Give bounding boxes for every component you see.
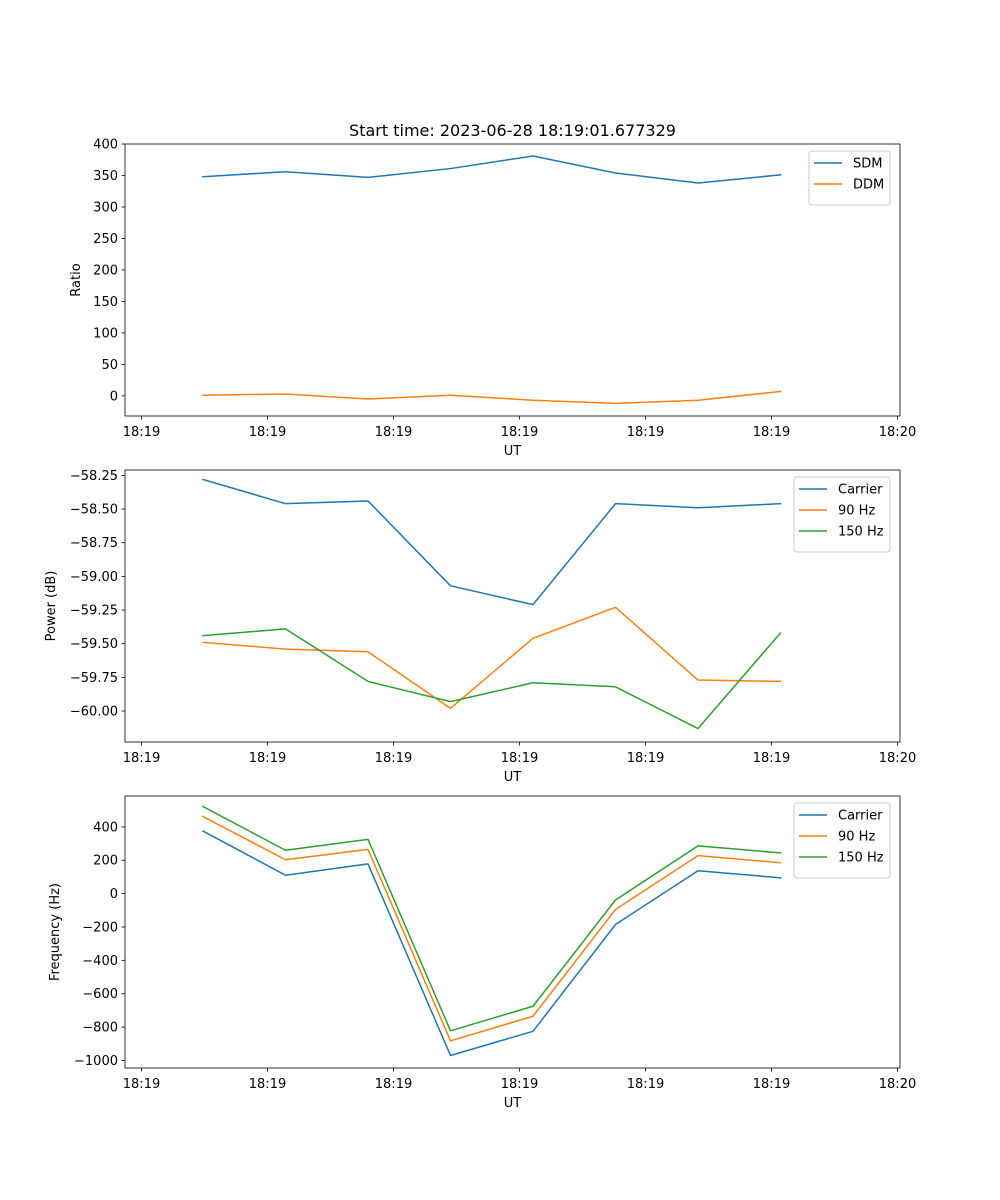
x-tick-label: 18:19: [627, 751, 664, 766]
legend-label: 150 Hz: [838, 525, 884, 540]
series-line: [202, 606, 782, 710]
legend-label: 150 Hz: [838, 851, 884, 866]
series-line: [202, 628, 782, 730]
x-tick-label: 18:19: [501, 1077, 538, 1092]
x-tick-label: 18:19: [501, 425, 538, 440]
subplot-frequency: −1000 −800 −600 −400 −200 0 200 400 18:19 18:19 18…: [48, 795, 916, 1111]
y-tick-label: −400: [82, 954, 118, 969]
y-tick-label: −600: [82, 987, 118, 1002]
legend-label: Carrier: [838, 483, 883, 498]
x-tick-label: 18:19: [123, 1077, 160, 1092]
y-tick-label: 200: [93, 263, 118, 278]
subplot-ratio: 0 50 100 150 200 250 300 350 400 18:19 18:19 18:19 1…: [69, 138, 916, 460]
x-tick-label: 18:20: [879, 1077, 916, 1092]
x-tick-label: 18:19: [753, 1077, 790, 1092]
series-line: [202, 478, 782, 606]
y-tick-label: −59.25: [70, 604, 118, 619]
x-tick-label: 18:20: [879, 751, 916, 766]
legend-box: [808, 150, 891, 206]
x-tick-label: 18:19: [249, 425, 286, 440]
y-tick-label: 100: [93, 326, 118, 341]
y-tick-label: −800: [82, 1021, 118, 1036]
x-tick-label: 18:19: [123, 751, 160, 766]
legend-label: Carrier: [838, 809, 883, 824]
series-line: [201, 830, 782, 1057]
y-tick-label: 400: [93, 138, 118, 153]
legend-box: [793, 802, 891, 879]
x-tick-label: 18:19: [249, 1077, 286, 1092]
y-tick-label: −1000: [74, 1054, 118, 1069]
y-axis-label: Ratio: [69, 263, 84, 296]
x-tick-label: 18:19: [753, 751, 790, 766]
y-tick-label: 300: [93, 200, 118, 215]
y-tick-label: −59.75: [70, 671, 118, 686]
x-tick-label: 18:19: [375, 751, 412, 766]
axes-frame: [124, 143, 901, 417]
axes-frame: [124, 795, 901, 1069]
x-tick-label: 18:19: [123, 425, 160, 440]
x-axis-label: UT: [504, 1096, 522, 1111]
series-line: [201, 815, 782, 1042]
y-tick-label: −200: [82, 920, 118, 935]
y-tick-label: 200: [93, 854, 118, 869]
x-tick-label: 18:19: [627, 1077, 664, 1092]
legend-label: 90 Hz: [838, 504, 875, 519]
x-axis-label: UT: [504, 444, 522, 459]
y-tick-label: −58.25: [70, 469, 118, 484]
figure-title: Start time: 2023-06-28 18:19:01.677329: [349, 121, 676, 140]
y-tick-label: −59.00: [70, 570, 118, 585]
x-tick-label: 18:19: [375, 425, 412, 440]
y-axis-label: Frequency (Hz): [48, 883, 63, 981]
x-tick-label: 18:19: [753, 425, 790, 440]
y-tick-label: 150: [93, 295, 118, 310]
series-line: [202, 390, 782, 405]
x-tick-label: 18:19: [627, 425, 664, 440]
y-tick-label: 400: [93, 820, 118, 835]
y-tick-label: −58.75: [70, 536, 118, 551]
y-tick-label: −60.00: [70, 705, 118, 720]
y-tick-label: 350: [93, 169, 118, 184]
y-tick-label: 0: [110, 887, 118, 902]
axes-frame: [124, 469, 901, 743]
x-tick-label: 18:19: [375, 1077, 412, 1092]
x-axis-label: UT: [504, 770, 522, 785]
x-tick-label: 18:19: [501, 751, 538, 766]
legend-label: SDM: [853, 157, 882, 172]
series-line: [202, 155, 782, 184]
y-tick-label: 50: [101, 358, 118, 373]
legend-label: 90 Hz: [838, 830, 875, 845]
series-line: [201, 805, 782, 1032]
subplot-power: −60.00 −59.75 −59.50 −59.25 −59.00 −58.75 −58.…: [44, 469, 916, 785]
legend-box: [793, 476, 891, 553]
y-tick-label: −58.50: [70, 503, 118, 518]
y-axis-label: Power (dB): [44, 571, 59, 642]
y-tick-label: 0: [110, 389, 118, 404]
legend-label: DDM: [853, 178, 884, 193]
y-tick-label: −59.50: [70, 637, 118, 652]
x-tick-label: 18:20: [879, 425, 916, 440]
x-tick-label: 18:19: [249, 751, 286, 766]
y-tick-label: 250: [93, 232, 118, 247]
